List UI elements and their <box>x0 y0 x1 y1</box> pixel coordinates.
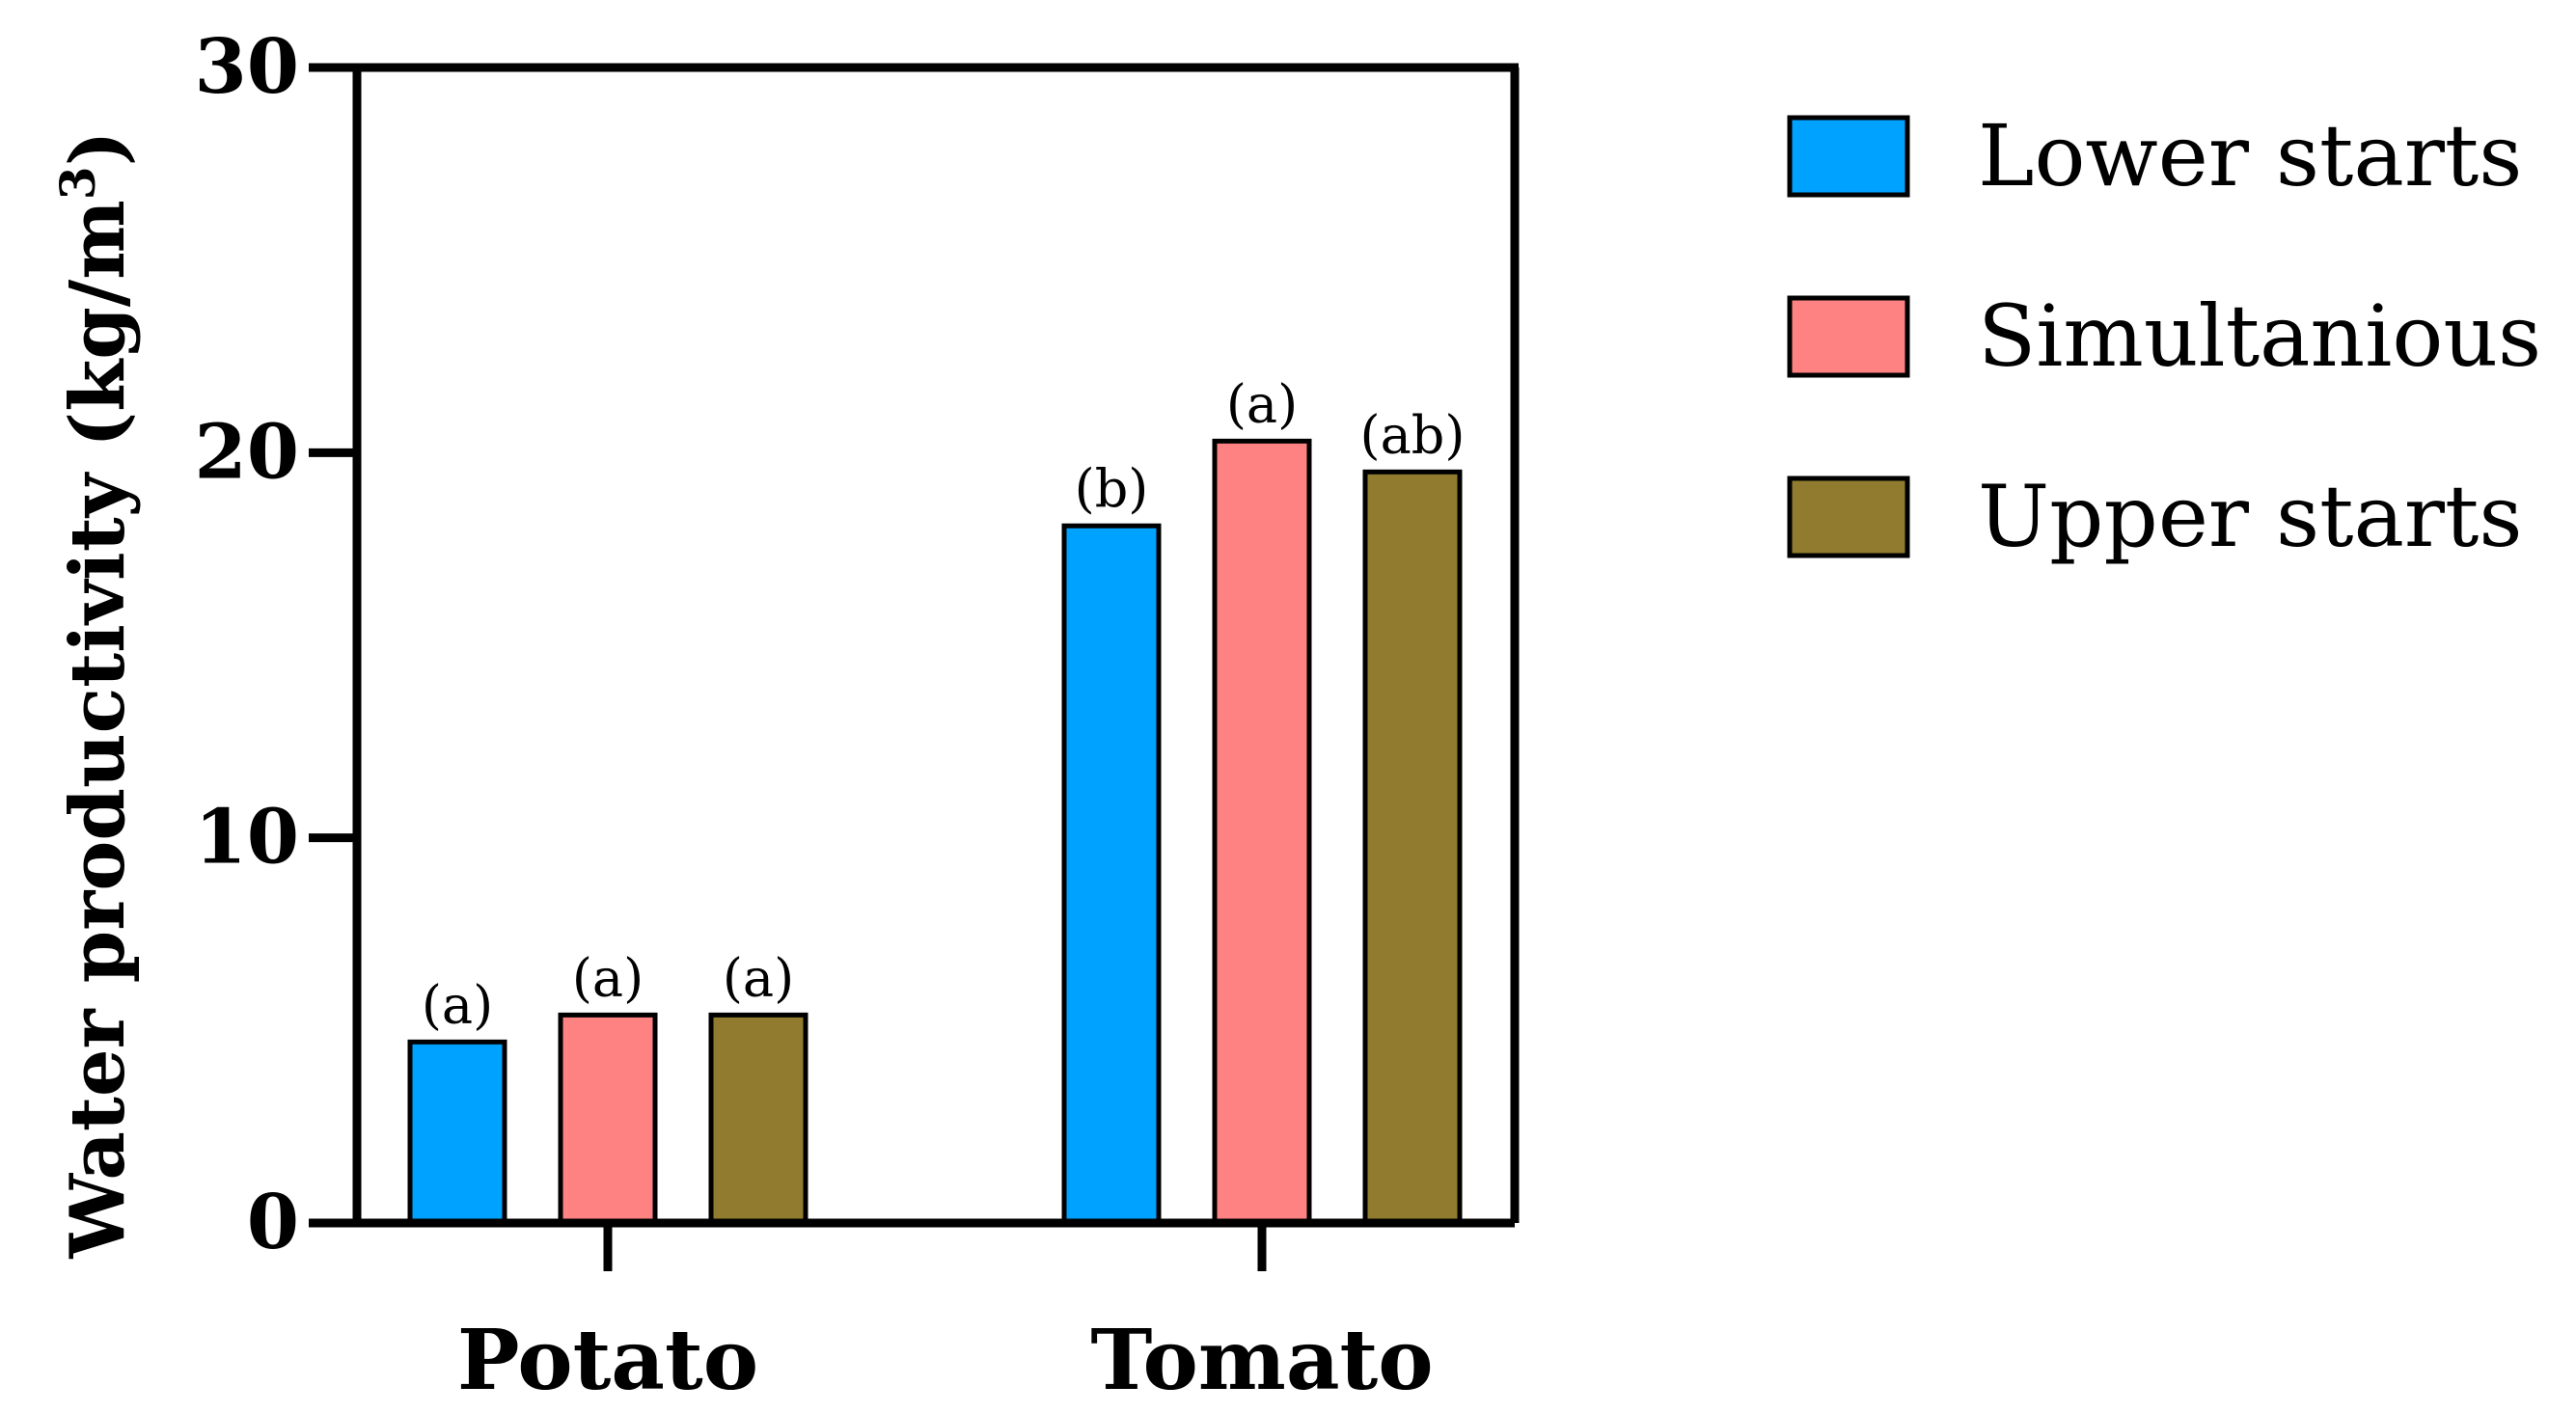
significance-label: (b) <box>1075 458 1149 519</box>
legend-label: Simultanious <box>1978 286 2541 386</box>
legend-swatch <box>1787 115 1910 198</box>
bar-lower-starts-tomato <box>1061 523 1162 1226</box>
significance-labels: (a) (b) (a) (a) (a) (ab) <box>422 373 1466 1035</box>
x-category-label: Potato <box>457 1312 758 1409</box>
bar-upper-starts-tomato <box>1362 469 1463 1226</box>
legend-label: Lower starts <box>1978 106 2522 205</box>
y-tick-labels: 0 10 20 30 <box>194 23 299 1266</box>
bar-upper-starts-potato <box>708 1012 808 1226</box>
y-axis-title-superscript: 3 <box>49 166 106 200</box>
y-tick-label: 10 <box>194 794 299 882</box>
significance-label: (ab) <box>1360 404 1466 465</box>
significance-label: (a) <box>572 947 644 1008</box>
significance-label: (a) <box>723 947 794 1008</box>
axes <box>309 63 1520 1271</box>
y-axis-title-close: ) <box>54 131 142 167</box>
significance-label: (a) <box>422 974 493 1035</box>
legend-swatch <box>1787 295 1910 378</box>
legend-label: Upper starts <box>1978 467 2523 566</box>
y-axis-title-main: Water productivity (kg/m <box>54 200 142 1259</box>
bar-simultanious-tomato <box>1212 438 1312 1226</box>
bar-simultanious-potato <box>558 1012 658 1226</box>
x-category-label: Tomato <box>1090 1312 1433 1409</box>
legend-swatch <box>1787 476 1910 558</box>
significance-label: (a) <box>1226 373 1298 434</box>
bars-layer <box>407 438 1463 1226</box>
y-axis-title: Water productivity (kg/m3) <box>49 131 142 1260</box>
legend: Lower starts Simultanious Upper starts <box>1787 106 2541 566</box>
y-tick-label: 20 <box>194 408 299 496</box>
y-tick-label: 0 <box>247 1179 299 1266</box>
bar-lower-starts-potato <box>407 1039 507 1226</box>
y-tick-label: 30 <box>194 23 299 111</box>
x-category-labels: Potato Tomato <box>457 1312 1434 1409</box>
